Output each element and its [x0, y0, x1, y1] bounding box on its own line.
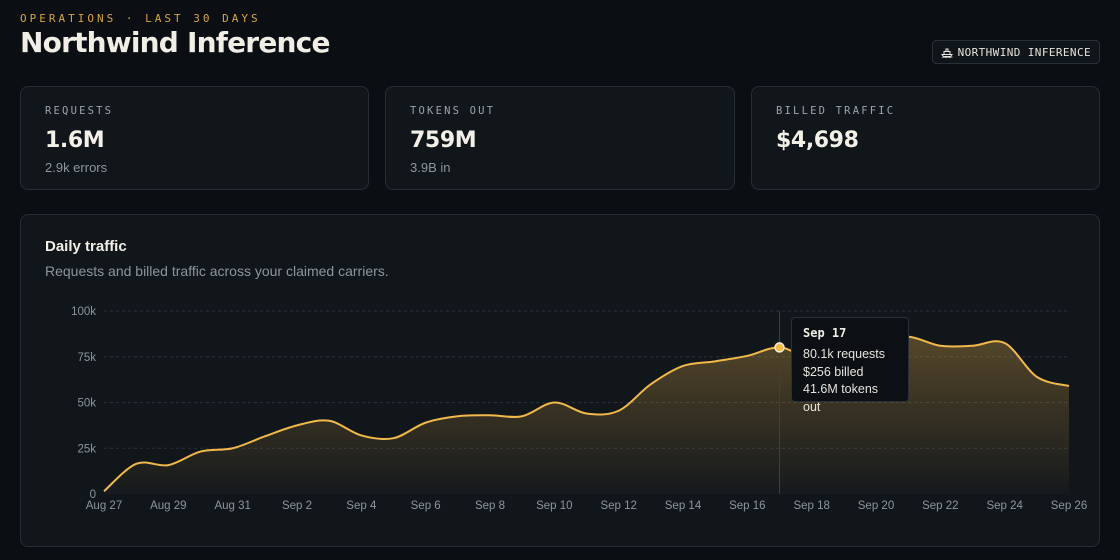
data-point [937, 343, 943, 349]
x-tick-label: Aug 31 [214, 500, 250, 512]
x-tick-label: Sep 10 [536, 500, 572, 512]
x-tick-label: Sep 24 [986, 500, 1023, 512]
data-point [326, 418, 332, 424]
data-point [744, 353, 750, 359]
x-tick-label: Sep 2 [282, 500, 312, 512]
data-point [294, 422, 300, 428]
page-title: Northwind Inference [20, 26, 330, 59]
y-tick-label: 25k [77, 443, 96, 455]
highlighted-data-point [774, 342, 785, 353]
tooltip-requests: 80.1k requests [803, 347, 885, 361]
stat-label: TOKENS OUT [410, 105, 496, 117]
stat-value: $4,698 [776, 128, 859, 153]
organization-badge-label: NORTHWIND INFERENCE [957, 45, 1091, 59]
data-point [519, 413, 525, 419]
stat-label: BILLED TRAFFIC [776, 105, 896, 117]
data-point [165, 462, 171, 468]
x-tick-label: Sep 18 [793, 500, 829, 512]
stat-subtext: 2.9k errors [45, 160, 108, 175]
data-point [198, 449, 204, 455]
data-point [487, 412, 493, 418]
x-tick-label: Sep 6 [411, 500, 441, 512]
data-point [712, 358, 718, 364]
data-point [680, 363, 686, 369]
chart-tooltip: Sep 17 80.1k requests $256 billed 41.6M … [791, 317, 909, 414]
data-point [1034, 374, 1040, 380]
organization-badge[interactable]: NORTHWIND INFERENCE [931, 40, 1100, 64]
x-tick-label: Aug 29 [150, 500, 186, 512]
data-point [455, 413, 461, 419]
data-point [584, 410, 590, 416]
x-tick-label: Sep 4 [346, 500, 377, 512]
stat-card-requests: REQUESTS 1.6M 2.9k errors [20, 86, 369, 190]
data-point [230, 445, 236, 451]
stat-value: 759M [410, 128, 477, 153]
y-tick-label: 75k [77, 352, 96, 364]
tooltip-date: Sep 17 [803, 326, 847, 340]
chart-title: Daily traffic [45, 238, 127, 255]
data-point [133, 461, 139, 467]
data-point [391, 435, 397, 441]
x-tick-label: Sep 22 [922, 500, 958, 512]
page-eyebrow: OPERATIONS · LAST 30 DAYS [20, 12, 261, 25]
data-point [101, 488, 107, 494]
data-point [423, 420, 429, 426]
x-tick-label: Sep 8 [475, 500, 505, 512]
data-point [1002, 340, 1008, 346]
x-tick-label: Aug 27 [86, 500, 122, 512]
y-tick-label: 0 [90, 489, 96, 501]
data-point [1066, 383, 1072, 389]
stat-label: REQUESTS [45, 105, 114, 117]
data-point [358, 432, 364, 438]
chart-subtitle: Requests and billed traffic across your … [45, 263, 389, 279]
stat-card-billed-traffic: BILLED TRAFFIC $4,698 [751, 86, 1100, 190]
data-point [616, 408, 622, 414]
daily-traffic-card: Daily traffic Requests and billed traffi… [20, 214, 1100, 547]
x-tick-label: Sep 26 [1051, 500, 1087, 512]
y-tick-label: 50k [77, 398, 96, 410]
data-point [262, 433, 268, 439]
daily-traffic-chart[interactable]: 0 25k 50k 75k 100k Aug 27 Aug 29 Aug 31 Sep 2 Sep… [21, 215, 1099, 546]
x-tick-label: Sep 20 [858, 500, 894, 512]
stat-value: 1.6M [45, 128, 105, 153]
stat-subtext: 3.9B in [410, 160, 451, 175]
x-tick-label: Sep 16 [729, 500, 765, 512]
stat-card-tokens-out: TOKENS OUT 759M 3.9B in [385, 86, 735, 190]
data-point [551, 400, 557, 406]
x-tick-label: Sep 12 [600, 500, 636, 512]
tooltip-billed: $256 billed [803, 364, 864, 379]
data-point [970, 343, 976, 349]
y-tick-label: 100k [71, 306, 96, 318]
data-point [648, 381, 654, 387]
tooltip-tokens: 41.6M tokens out [803, 382, 879, 414]
x-tick-label: Sep 14 [665, 500, 702, 512]
ship-icon [940, 46, 953, 58]
